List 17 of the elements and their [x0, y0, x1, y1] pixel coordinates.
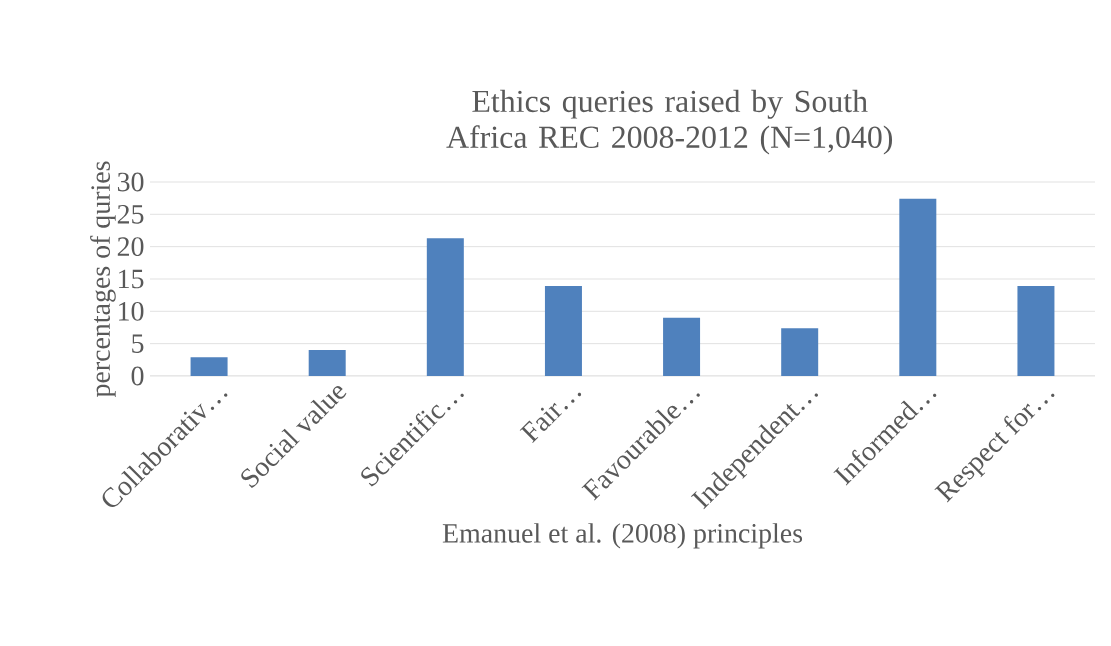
- bar: [190, 357, 228, 376]
- bar: [544, 286, 582, 376]
- y-tick-label: 25: [117, 204, 144, 224]
- y-tick-label: 10: [119, 301, 144, 321]
- y-tick-label: 5: [132, 334, 144, 353]
- chart-title: Ethics queries raised by South Africa REC 2008-2012 (N=1,040): [446, 89, 893, 155]
- y-tick-label: 0: [131, 366, 144, 386]
- bar: [899, 198, 937, 376]
- bar: [1017, 286, 1055, 376]
- y-tick-label: 30: [117, 172, 144, 192]
- bar: [308, 350, 346, 376]
- y-tick-label: 15: [119, 269, 144, 289]
- y-tick-label: 20: [117, 237, 144, 257]
- x-axis-title: Emanuel et al. (2008) principles: [442, 523, 803, 549]
- bar: [426, 238, 464, 376]
- bar: [663, 317, 701, 376]
- bar: [781, 328, 819, 376]
